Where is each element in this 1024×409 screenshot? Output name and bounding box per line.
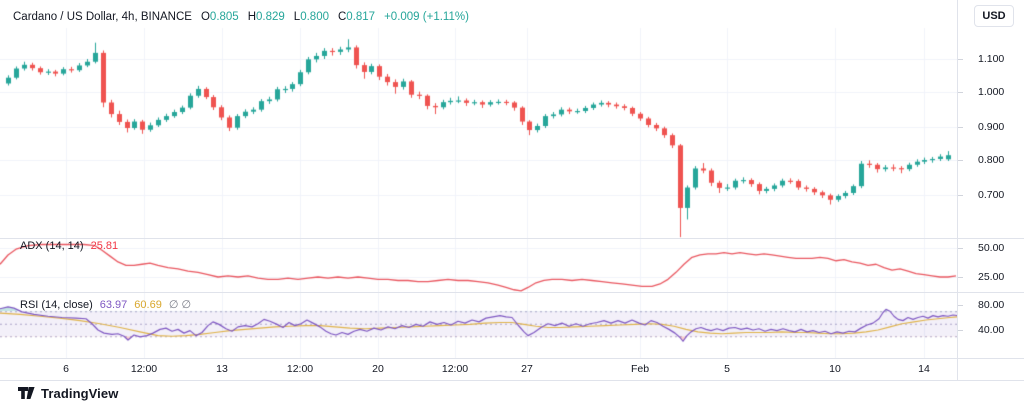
symbol-title[interactable]: Cardano / US Dollar, 4h, BINANCE (13, 11, 192, 23)
time-axis-label: 10 (829, 363, 841, 375)
axis-label: 1.000 (978, 86, 1005, 98)
axis-label: 50.00 (978, 242, 1005, 254)
time-axis-label: 12:00 (130, 363, 158, 375)
time-axis-label: 13 (216, 363, 228, 375)
axis-tick-mark (958, 277, 963, 278)
tradingview-brand-text: TradingView (41, 386, 119, 401)
pane-separator-price-adx[interactable] (0, 238, 1024, 239)
axis-tick-mark (958, 127, 963, 128)
time-axis-border (0, 358, 1024, 359)
rsi-legend[interactable]: RSI (14, close) 63.97 60.69 ∅ ∅ (20, 298, 192, 312)
axis-label: 1.100 (978, 53, 1005, 65)
adx-value: 25.81 (90, 240, 119, 252)
time-axis-label: 12:00 (441, 363, 469, 375)
axis-label: 40.00 (978, 324, 1005, 336)
chart-legend-header[interactable]: Cardano / US Dollar, 4h, BINANCE O0.805 … (13, 8, 469, 26)
axis-label: 25.00 (978, 271, 1005, 283)
chart-bottom-border (0, 380, 1024, 381)
axis-tick-mark (958, 160, 963, 161)
currency-toggle-button[interactable]: USD (974, 5, 1014, 27)
time-axis-label: 5 (724, 363, 730, 375)
axis-label: 80.00 (978, 299, 1005, 311)
ohlc-low: L0.800 (293, 11, 329, 23)
axis-label: 0.700 (978, 189, 1005, 201)
axis-label: 0.800 (978, 154, 1005, 166)
time-axis-label: 27 (521, 363, 533, 375)
axis-tick-mark (958, 305, 963, 306)
axis-tick-mark (958, 59, 963, 60)
chart-plot-area[interactable] (0, 0, 957, 358)
price-change: +0.009 (+1.11%) (384, 11, 469, 23)
price-axis-border (957, 0, 958, 380)
time-axis-label: Feb (630, 363, 650, 375)
adx-label: ADX (14, 14) (20, 240, 84, 252)
ohlc-open: O0.805 (200, 11, 239, 23)
axis-tick-mark (958, 195, 963, 196)
rsi-label: RSI (14, close) (20, 298, 93, 311)
time-axis-label: 12:00 (286, 363, 314, 375)
rsi-null-values: ∅ ∅ (168, 299, 192, 311)
ohlc-high: H0.829 (247, 11, 285, 23)
adx-legend[interactable]: ADX (14, 14) 25.81 (20, 240, 118, 252)
tradingview-logo-icon (18, 387, 35, 399)
pane-separator-adx-rsi[interactable] (0, 292, 1024, 293)
axis-tick-mark (958, 248, 963, 249)
axis-label: 0.900 (978, 121, 1005, 133)
axis-tick-mark (958, 92, 963, 93)
time-axis-label: 6 (63, 363, 69, 375)
tradingview-logo-link[interactable]: TradingView (18, 386, 118, 401)
axis-tick-mark (958, 330, 963, 331)
rsi-ma-value: 60.69 (134, 298, 162, 311)
ohlc-close: C0.817 (337, 11, 376, 23)
rsi-value: 63.97 (99, 298, 128, 311)
time-axis-label: 14 (918, 363, 930, 375)
time-axis-label: 20 (372, 363, 384, 375)
